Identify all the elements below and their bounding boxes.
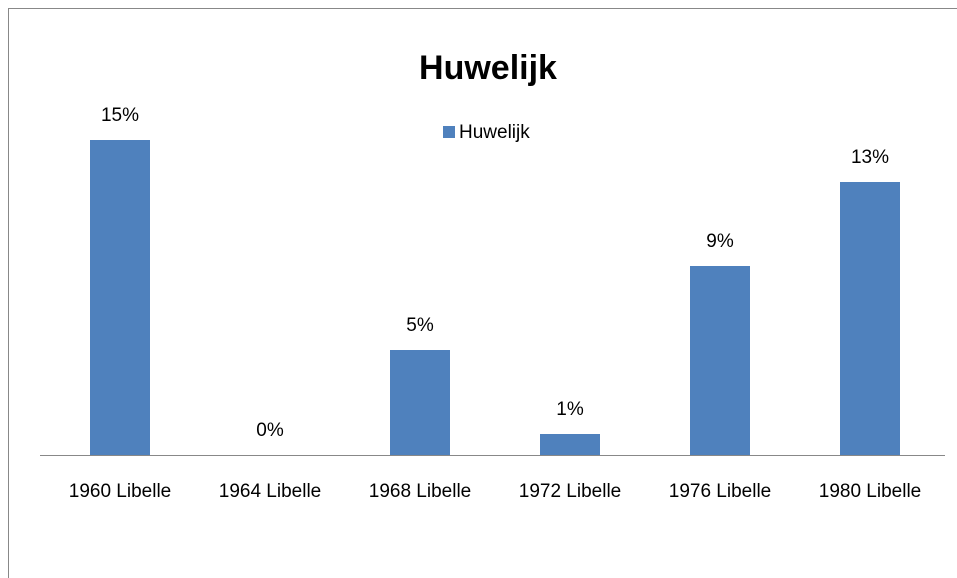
bar xyxy=(390,350,450,455)
legend-label: Huwelijk xyxy=(459,122,530,143)
x-tick-label: 1964 Libelle xyxy=(219,481,321,502)
data-label: 0% xyxy=(256,420,284,441)
data-label: 9% xyxy=(706,231,734,252)
data-label: 5% xyxy=(406,315,434,336)
x-tick-label: 1980 Libelle xyxy=(819,481,921,502)
x-tick-label: 1968 Libelle xyxy=(369,481,471,502)
data-label: 1% xyxy=(556,399,584,420)
data-label: 13% xyxy=(851,147,889,168)
x-tick-label: 1976 Libelle xyxy=(669,481,771,502)
bar xyxy=(690,266,750,455)
data-label: 15% xyxy=(101,105,139,126)
chart-title: Huwelijk xyxy=(419,49,557,87)
x-tick-label: 1960 Libelle xyxy=(69,481,171,502)
legend-swatch xyxy=(443,126,455,138)
bar xyxy=(540,434,600,455)
x-tick-label: 1972 Libelle xyxy=(519,481,621,502)
bar xyxy=(90,140,150,455)
bar xyxy=(840,182,900,455)
